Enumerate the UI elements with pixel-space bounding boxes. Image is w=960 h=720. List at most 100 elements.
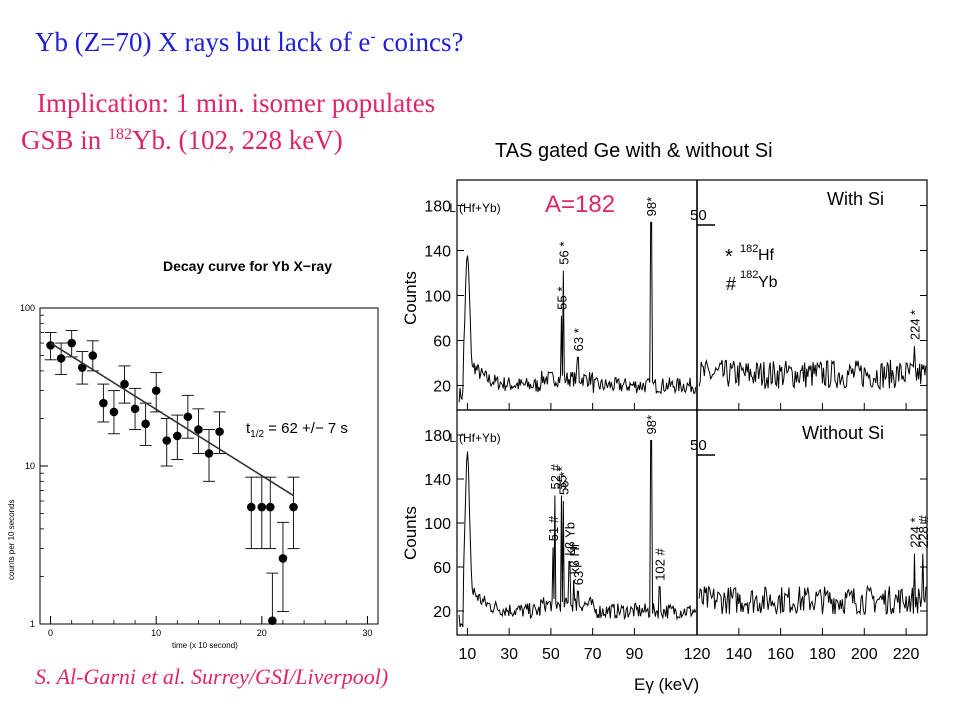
spectrum-traces: 50 50 — [458, 180, 927, 635]
decay-point — [120, 379, 129, 389]
spectrum-title: TAS gated Ge with & without Si — [495, 140, 773, 162]
decay-x-tick-label: 30 — [362, 628, 372, 638]
decay-x-tick-label: 0 — [48, 628, 53, 638]
decay-point — [88, 351, 98, 360]
legend-yb-symbol: # — [726, 274, 736, 294]
spectrum-peak-label: 63 * — [571, 328, 586, 351]
decay-y-ticks: 1 10 100 — [20, 303, 48, 629]
decay-x-tick-label: 10 — [151, 628, 161, 638]
spectrum-peak-label: 98* — [644, 197, 659, 217]
spectrum-x-tick-label: 120 — [684, 646, 711, 663]
implication-text-pre: GSB in — [21, 125, 109, 155]
spectrum-y-tick-label: 60 — [433, 334, 451, 351]
spectrum-x-tick-label: 180 — [809, 646, 836, 663]
decay-point — [162, 436, 172, 445]
spectrum-peak-labels: L (Hf+Yb)55 *56 *63 *98*224 *L (Hf+Yb)51… — [449, 197, 930, 585]
legend: * 182 Hf # 182 Yb — [725, 243, 778, 294]
spectrum-x-axis-label: Eγ (keV) — [634, 675, 699, 694]
spectrum-peak-label: 56 * — [556, 472, 571, 495]
spectrum-peak-label: 56 * — [556, 242, 571, 265]
legend-hf-mass: 182 — [740, 243, 758, 255]
spectrum-x-tick-label: 70 — [584, 646, 602, 663]
decay-point — [194, 425, 203, 434]
spectrum-peak-label: 55 * — [554, 287, 569, 310]
spectrum-y-tick-label: 180 — [424, 428, 451, 445]
legend-hf-symbol: * — [725, 246, 733, 268]
spectrum-peak-label: L (Hf+Yb) — [449, 201, 500, 215]
spectrum-peak-label: 51 # — [546, 515, 561, 541]
decay-x-ticks: 0 10 20 30 — [48, 616, 372, 638]
spectrum-peak-label: 98* — [644, 415, 659, 435]
implication-text-post: Yb. (102, 228 keV) — [132, 125, 343, 155]
half-life-t: t — [246, 420, 251, 437]
decay-point — [265, 502, 275, 512]
decay-point — [278, 554, 288, 563]
decay-point — [183, 412, 193, 422]
heading-text-pre: Yb (Z=70) X rays but lack of e — [35, 27, 371, 57]
spectrum-y-tick-label: 140 — [424, 244, 451, 261]
decay-x-tick-label: 20 — [257, 628, 267, 638]
decay-y-tick-label: 10 — [25, 461, 35, 471]
decay-y-tick-label: 100 — [20, 303, 35, 313]
decay-point — [56, 354, 66, 363]
spectrum-peak-label: 63 * — [571, 562, 586, 585]
spectrum-peak-label: 228 # — [916, 514, 931, 547]
decay-data-points — [44, 330, 300, 625]
decay-point — [257, 502, 267, 512]
spectrum-y-tick-label: 20 — [433, 379, 451, 396]
decay-point — [151, 386, 161, 395]
legend-hf-element: Hf — [758, 247, 775, 264]
spectrum-trace-low — [458, 440, 697, 628]
decay-point — [141, 419, 150, 429]
decay-point — [99, 398, 108, 408]
spectrum-peak-label: 55 * — [554, 466, 569, 489]
spectrum-x-ticks: 10 30 50 70 90 120 140 160 180 200 220 — [459, 403, 920, 663]
decay-y-axis-label: counts per 10 seconds — [7, 500, 16, 581]
panel-name-without-si: Without Si — [802, 423, 884, 443]
spectrum-peak-label: kβ Hf — [567, 543, 582, 574]
decay-chart-title: Decay curve for Yb X−ray — [163, 258, 332, 274]
spectrum-peak-label: 224 * — [907, 310, 922, 340]
decay-point — [67, 338, 76, 348]
spectrum-x-tick-label: 160 — [767, 646, 794, 663]
spectrum-y-tick-label: 140 — [424, 472, 451, 489]
spectrum-x-tick-label: 10 — [459, 646, 477, 663]
spectrum-trace-high — [698, 346, 927, 391]
citation: S. Al-Garni et al. Surrey/GSI/Liverpool) — [35, 664, 389, 689]
decay-point — [215, 427, 224, 436]
decay-point — [130, 404, 140, 414]
spectrum-peak-label: 102 # — [652, 547, 667, 580]
decay-fit-line — [50, 342, 294, 497]
implication-superscript: 182 — [108, 126, 133, 143]
spectrum-x-tick-label: 140 — [725, 646, 752, 663]
spectrum-peak-label: 52 # — [548, 463, 563, 489]
spectrum-y-ticks: 20 60 100 140 180 20 60 100 140 180 — [424, 199, 927, 621]
slide-heading: Yb (Z=70) X rays but lack of e- coincs? — [35, 27, 463, 58]
spectrum-y-tick-label: 100 — [424, 516, 451, 533]
decay-point — [246, 502, 256, 512]
spectrum-y-tick-label: 60 — [433, 560, 451, 577]
legend-yb-mass: 182 — [740, 269, 758, 281]
decay-point — [173, 431, 182, 441]
spectrum-peak-label: kβ Yb — [563, 522, 578, 556]
legend-yb-element: Yb — [758, 274, 778, 291]
spectrum-y-tick-label: 100 — [424, 289, 451, 306]
spectrum-x-tick-label: 200 — [851, 646, 878, 663]
spectrum-peak-label: L (Hf+Yb) — [449, 431, 500, 445]
spectrum-break-label: 50 — [690, 207, 707, 224]
heading-superscript: - — [370, 28, 376, 45]
heading-text-post: coincs? — [375, 27, 464, 57]
half-life-sub: 1/2 — [250, 429, 264, 440]
spectrum-y-label-top: Counts — [401, 271, 420, 325]
spectrum-x-tick-label: 220 — [893, 646, 920, 663]
decay-x-axis-label: time (x 10 second) — [172, 641, 238, 650]
spectrum-y-tick-label: 180 — [424, 199, 451, 216]
decay-point — [77, 363, 87, 372]
spectrum-y-tick-label: 20 — [433, 604, 451, 621]
spectrum-x-tick-label: 30 — [500, 646, 518, 663]
panel-name-with-si: With Si — [827, 189, 884, 209]
spectrum-x-tick-label: 50 — [542, 646, 560, 663]
decay-point — [204, 449, 214, 458]
mass-label: A=182 — [545, 191, 615, 218]
